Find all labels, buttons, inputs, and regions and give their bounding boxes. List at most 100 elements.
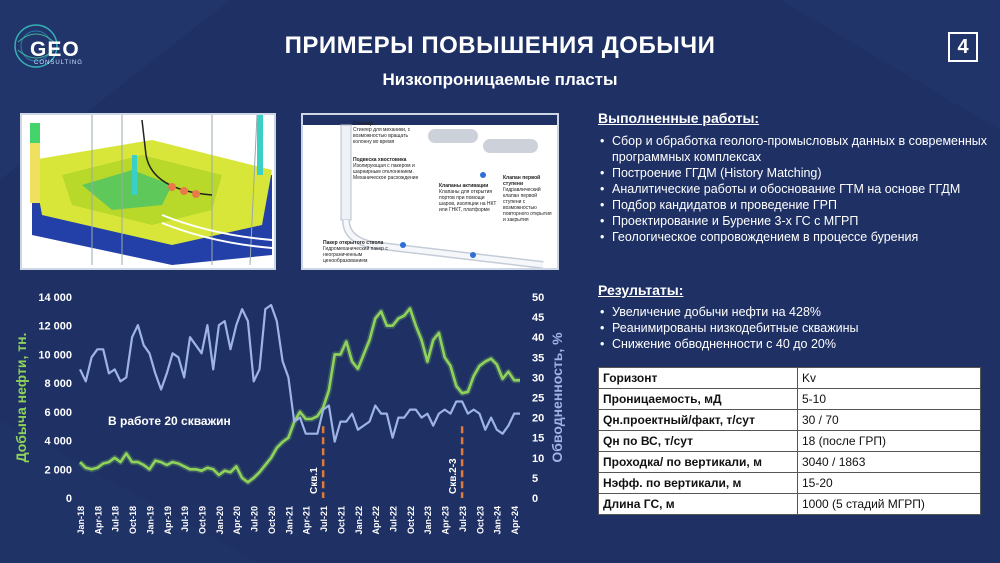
event-marker-label: Скв.1 xyxy=(309,467,320,494)
y-right-tick-label: 35 xyxy=(532,352,544,364)
table-row: Длина ГС, м 1000 (5 стадий МГРП) xyxy=(598,493,981,515)
x-tick-label: Jan-19 xyxy=(145,506,155,535)
label-activation-valves: Клапаны активации Клапаны для открытия п… xyxy=(439,183,497,213)
well-completion-schematic: Стингер Стингер для механики, с возможно… xyxy=(301,113,559,270)
x-tick-label: Oct-23 xyxy=(475,506,485,534)
y-left-tick-label: 10 000 xyxy=(38,349,72,361)
y-right-tick-label: 30 xyxy=(532,372,544,384)
x-tick-label: Jan-20 xyxy=(215,506,225,535)
table-key: Нэфф. по вертикали, м xyxy=(598,472,798,494)
y-left-tick-label: 4 000 xyxy=(44,436,72,448)
x-tick-label: Oct-18 xyxy=(128,506,138,534)
logo-subtext: CONSULTING xyxy=(34,60,83,66)
chart-annotation: В работе 20 скважин xyxy=(108,414,231,428)
production-chart: 0 2 000 4 000 6 000 8 000 10 000 12 000 14 000 0… xyxy=(13,292,565,535)
x-tick-label: Apr-24 xyxy=(510,506,520,535)
y-left-tick-label: 2 000 xyxy=(44,464,72,476)
table-key: Горизонт xyxy=(598,367,798,389)
table-row: Нэфф. по вертикали, м 15-20 xyxy=(598,472,981,494)
x-tick-label: Apr-20 xyxy=(232,506,242,535)
y-right-tick-label: 10 xyxy=(532,453,544,465)
table-row: Проницаемость, мД 5-10 xyxy=(598,388,981,410)
label-open-hole-packer: Пакер открытого ствола Гидромеханический… xyxy=(323,240,388,264)
works-list: Сбор и обработка геолого-промысловых дан… xyxy=(598,133,988,245)
x-tick-label: Jul-21 xyxy=(319,506,329,532)
x-tick-label: Apr-18 xyxy=(93,506,103,535)
page-subtitle: Низкопроницаемые пласты xyxy=(382,70,618,89)
table-value: 5-10 xyxy=(797,388,981,410)
x-tick-label: Jul-20 xyxy=(250,506,260,532)
x-tick-label: Oct-20 xyxy=(267,506,277,534)
x-tick-label: Jul-23 xyxy=(458,506,468,532)
x-tick-label: Oct-21 xyxy=(336,506,346,534)
x-tick-label: Jan-23 xyxy=(423,506,433,535)
table-key: Проницаемость, мД xyxy=(598,388,798,410)
water-cut-line xyxy=(79,303,520,443)
label-stinger: Стингер Стингер для механики, с возможно… xyxy=(353,121,411,145)
y-right-tick-label: 20 xyxy=(532,413,544,425)
y-right-tick-label: 0 xyxy=(532,493,538,505)
x-tick-label: Apr-22 xyxy=(371,506,381,535)
x-tick-label: Apr-19 xyxy=(163,506,173,535)
list-item: Сбор и обработка геолого-промысловых дан… xyxy=(598,133,988,165)
label-first-stage-valve: Клапан первой ступени Гидравлический кла… xyxy=(503,175,552,223)
x-tick-label: Oct-19 xyxy=(198,506,208,534)
list-item: Увеличение добычи нефти на 428% xyxy=(598,304,988,320)
table-key: Qн.проектный/факт, т/сут xyxy=(598,409,798,431)
list-item: Проектирование и Бурение 3-х ГС с МГРП xyxy=(598,213,988,229)
table-value: 30 / 70 xyxy=(797,409,981,431)
page-title: ПРИМЕРЫ ПОВЫШЕНИЯ ДОБЫЧИ xyxy=(284,32,716,59)
y-left-tick-label: 12 000 xyxy=(38,321,72,333)
y-right-axis-title: Обводненность, % xyxy=(549,332,565,463)
table-value: 15-20 xyxy=(797,472,981,494)
table-key: Проходка/ по вертикали, м xyxy=(598,451,798,473)
event-marker-label: Скв.2-3 xyxy=(448,458,459,494)
y-right-tick-label: 5 xyxy=(532,473,538,485)
results-list: Увеличение добычи нефти на 428% Реанимир… xyxy=(598,304,988,352)
table-key: Qн по ВС, т/сут xyxy=(598,430,798,452)
y-left-tick-label: 8 000 xyxy=(44,378,72,390)
table-key: Длина ГС, м xyxy=(598,493,798,515)
x-tick-label: Jan-21 xyxy=(284,506,294,535)
table-row: Горизонт Kv xyxy=(598,367,981,389)
well-schematic-icon xyxy=(303,115,557,268)
x-tick-label: Jan-22 xyxy=(354,506,364,535)
y-right-tick-label: 50 xyxy=(532,292,544,304)
list-item: Геологическое сопровождением в процессе … xyxy=(598,229,988,245)
x-tick-label: Apr-21 xyxy=(302,506,312,535)
y-left-tick-label: 14 000 xyxy=(38,292,72,304)
x-tick-label: Jan-24 xyxy=(493,506,503,535)
x-tick-label: Apr-23 xyxy=(441,506,451,535)
table-row: Проходка/ по вертикали, м 3040 / 1863 xyxy=(598,451,981,473)
y-right-tick-label: 45 xyxy=(532,312,544,324)
logo-text: GEO xyxy=(30,38,80,61)
table-value: Kv xyxy=(797,367,981,389)
list-item: Реанимированы низкодебитные скважины xyxy=(598,320,988,336)
page-number: 4 xyxy=(948,32,978,62)
table-value: 3040 / 1863 xyxy=(797,451,981,473)
geological-model-3d-icon xyxy=(22,115,274,268)
y-right-tick-label: 15 xyxy=(532,433,544,445)
oil-production-line xyxy=(79,307,520,484)
geological-model-image xyxy=(20,113,276,270)
list-item: Подбор кандидатов и проведение ГРП xyxy=(598,197,988,213)
table-value: 1000 (5 стадий МГРП) xyxy=(797,493,981,515)
x-tick-label: Jul-22 xyxy=(388,506,398,532)
y-right-tick-label: 25 xyxy=(532,393,544,405)
x-tick-label: Jul-18 xyxy=(111,506,121,532)
company-logo-icon xyxy=(14,24,58,68)
results-heading: Результаты: xyxy=(598,282,684,298)
y-left-tick-label: 6 000 xyxy=(44,407,72,419)
x-tick-label: Oct-22 xyxy=(406,506,416,534)
x-tick-label: Jan-18 xyxy=(76,506,86,535)
y-left-axis-title: Добыча нефти, тн. xyxy=(13,333,29,463)
parameters-table: Горизонт Kv Проницаемость, мД 5-10 Qн.прое… xyxy=(598,367,981,515)
label-liner-hanger: Подвеска хвостовика Изолирующая с пакеро… xyxy=(353,157,419,181)
table-row: Qн.проектный/факт, т/сут 30 / 70 xyxy=(598,409,981,431)
oil-series-glow xyxy=(77,305,520,486)
table-value: 18 (после ГРП) xyxy=(797,430,981,452)
y-right-tick-label: 40 xyxy=(532,332,544,344)
works-heading: Выполненные работы: xyxy=(598,110,760,126)
list-item: Построение ГГДМ (History Matching) xyxy=(598,165,988,181)
list-item: Аналитические работы и обоснование ГТМ н… xyxy=(598,181,988,197)
